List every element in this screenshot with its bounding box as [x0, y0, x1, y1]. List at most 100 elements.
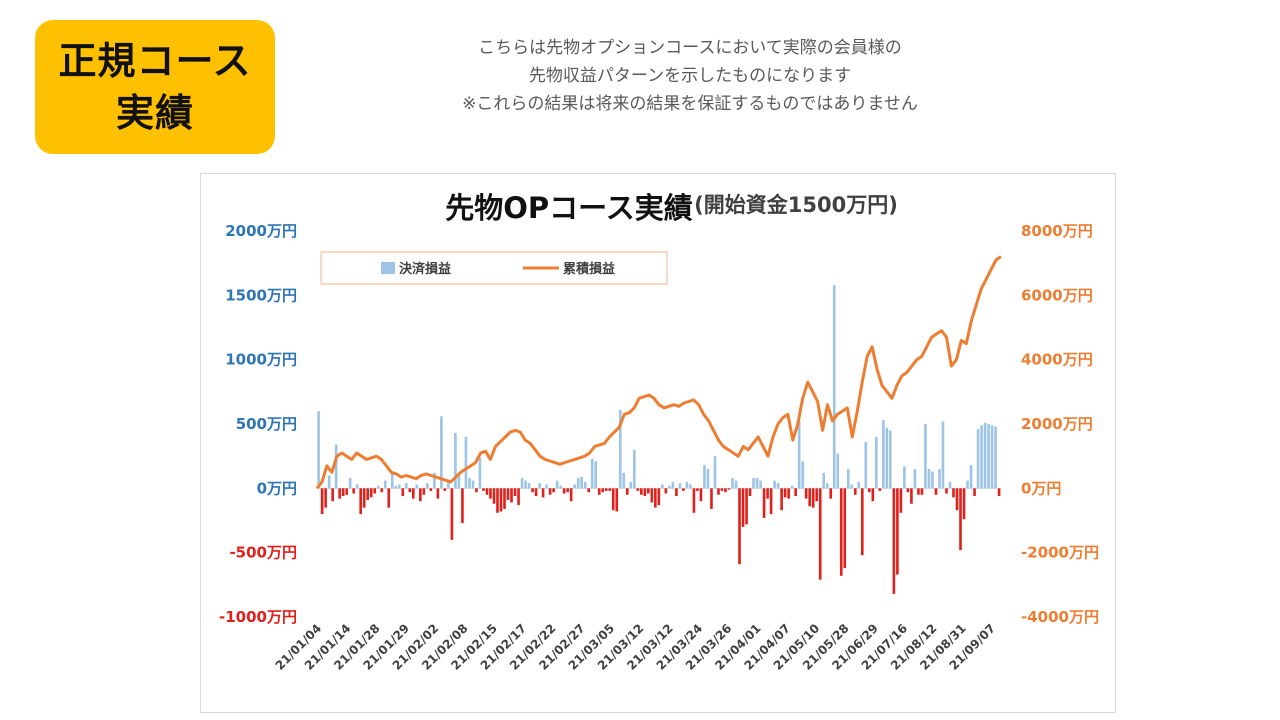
bar	[811, 488, 815, 508]
bar	[369, 488, 373, 498]
bar	[352, 488, 355, 494]
bar	[359, 488, 362, 515]
bar	[808, 488, 811, 507]
bar	[517, 488, 520, 506]
bar	[675, 488, 678, 497]
bar	[461, 488, 464, 524]
line-series	[315, 255, 1002, 490]
bar	[545, 484, 548, 489]
bar	[938, 469, 941, 489]
left-axis: 2000万円 1500万円 1000万円 500万円 0万円 -500万円 -1000万円	[219, 222, 297, 626]
bar	[794, 488, 797, 497]
bar	[748, 488, 752, 497]
bar	[489, 488, 492, 499]
bar	[889, 430, 892, 489]
combo-chart: 先物OPコース実績 (開始資金1500万円) 決済損益 累積損益 2000万円 1…	[219, 191, 1099, 673]
bar	[583, 481, 587, 489]
bar	[408, 488, 412, 493]
left-axis-tick-label: 1000万円	[225, 351, 297, 369]
left-axis-tick-label: -1000万円	[219, 608, 297, 626]
bar	[724, 488, 727, 493]
bar	[496, 488, 499, 513]
bar	[426, 483, 429, 489]
bar	[818, 488, 822, 580]
bar	[415, 484, 419, 489]
bar	[317, 411, 320, 489]
bar	[843, 488, 847, 569]
bar	[597, 488, 601, 495]
bar	[387, 488, 391, 508]
bar	[931, 471, 934, 489]
bar	[376, 485, 380, 489]
bar	[703, 465, 706, 489]
bar	[457, 475, 461, 489]
bar	[419, 488, 422, 502]
bar	[657, 488, 661, 506]
disclaimer-line-3: ※これらの結果は将来の結果を保証するものではありません	[462, 94, 918, 114]
bar	[678, 483, 682, 489]
bar	[959, 488, 962, 551]
bar	[790, 485, 794, 489]
bar	[720, 488, 724, 491]
bar	[906, 488, 910, 493]
left-axis-tick-label: 500万円	[236, 415, 297, 433]
legend-swatch-bar	[381, 262, 395, 274]
chart-container: 先物OPコース実績 (開始資金1500万円) 決済損益 累積損益 2000万円 1…	[200, 173, 1116, 713]
bar	[345, 488, 348, 495]
bar	[769, 488, 773, 515]
bar	[454, 433, 457, 489]
bar	[797, 421, 801, 489]
bar	[468, 478, 471, 489]
bar	[706, 469, 710, 489]
bar	[994, 426, 997, 489]
bar	[615, 488, 619, 512]
bar	[643, 488, 647, 497]
bar	[320, 488, 324, 515]
bar	[447, 480, 450, 489]
bar	[440, 416, 443, 489]
bar	[534, 488, 538, 497]
course-badge: 正規コース 実績	[35, 20, 275, 154]
bar	[383, 480, 387, 489]
bar	[478, 457, 482, 489]
right-axis-tick-label: -4000万円	[1021, 608, 1099, 626]
bar	[850, 484, 854, 489]
bar	[878, 488, 882, 491]
bar	[618, 409, 622, 489]
badge-line-2: 実績	[115, 91, 194, 135]
bar	[640, 488, 643, 495]
bar	[980, 425, 983, 489]
bar	[355, 484, 359, 489]
bar	[875, 436, 878, 489]
bar	[608, 488, 612, 491]
bar	[896, 488, 899, 575]
bar	[327, 475, 331, 489]
bar	[341, 488, 345, 497]
bar	[604, 488, 608, 491]
bar	[997, 488, 1001, 497]
bar	[727, 488, 731, 490]
bar	[822, 472, 826, 489]
bar	[650, 488, 654, 503]
left-axis-tick-label: -500万円	[229, 544, 297, 562]
bar	[373, 488, 377, 494]
bar	[632, 449, 636, 489]
bar	[976, 429, 980, 489]
right-axis-tick-label: 6000万円	[1021, 286, 1093, 304]
bar	[853, 488, 857, 495]
bar	[832, 285, 836, 489]
bar	[773, 480, 776, 489]
bar	[913, 469, 917, 489]
bar	[580, 476, 583, 489]
bar	[699, 488, 703, 502]
chart-subtitle: (開始資金1500万円)	[694, 193, 898, 217]
bar	[671, 481, 675, 489]
bar	[524, 480, 527, 489]
bar	[885, 427, 889, 489]
bar	[541, 488, 545, 498]
bar	[920, 488, 924, 495]
bar	[857, 481, 861, 489]
bar	[380, 488, 384, 493]
bar	[506, 488, 510, 500]
bar	[969, 465, 973, 489]
